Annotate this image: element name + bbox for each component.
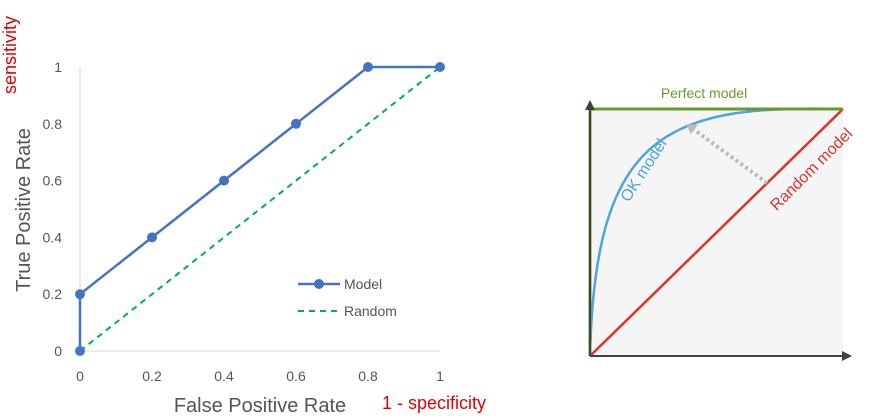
x-tick-label: 0.6 xyxy=(286,368,306,384)
model-point xyxy=(147,232,157,243)
x-tick-labels: 0 0.2 0.4 0.6 0.8 1 xyxy=(76,368,444,384)
y-tick-label: 0.8 xyxy=(43,116,63,132)
roc-chart-model: 0 0.2 0.4 0.6 0.8 1 0 0.2 0.4 0.6 0.8 1 Model Rando… xyxy=(0,16,486,417)
y-tick-label: 0 xyxy=(54,343,62,359)
y-tick-label: 0.6 xyxy=(43,173,63,189)
x-tick-label: 0.2 xyxy=(142,368,162,384)
plot-series xyxy=(75,62,445,356)
legend-model-label: Model xyxy=(344,276,382,292)
y-tick-label: 1 xyxy=(54,59,62,75)
perfect-model-label: Perfect model xyxy=(661,85,747,101)
y-axis-label: True Positive Rate xyxy=(13,128,35,292)
model-point xyxy=(363,62,373,72)
improvement-arrow-head xyxy=(686,123,698,135)
x-tick-label: 0 xyxy=(76,368,84,384)
x-axis-annotation: 1 - specificity xyxy=(382,393,486,413)
x-axis-arrowhead xyxy=(842,351,852,361)
legend-model-marker xyxy=(314,279,324,289)
y-axis-arrowhead xyxy=(585,100,595,110)
x-tick-label: 1 xyxy=(436,368,444,384)
x-axis-label: False Positive Rate xyxy=(174,395,346,417)
model-point xyxy=(291,118,301,129)
random-model-line xyxy=(589,108,844,357)
legend-random-label: Random xyxy=(344,303,397,319)
roc-chart-concept: Perfect model OK model Random model xyxy=(585,85,856,361)
model-point xyxy=(219,175,229,186)
y-tick-label: 0.4 xyxy=(43,229,63,245)
x-tick-label: 0.8 xyxy=(358,368,378,384)
model-point xyxy=(435,62,445,72)
x-tick-label: 0.4 xyxy=(214,368,234,384)
y-axis-annotation: sensitivity xyxy=(0,16,20,94)
y-tick-label: 0.2 xyxy=(43,286,63,302)
model-point xyxy=(75,346,85,356)
concept-axes xyxy=(585,100,852,361)
legend: Model Random xyxy=(298,276,397,319)
model-point xyxy=(75,289,85,300)
y-tick-labels: 0 0.2 0.4 0.6 0.8 1 xyxy=(43,59,63,359)
